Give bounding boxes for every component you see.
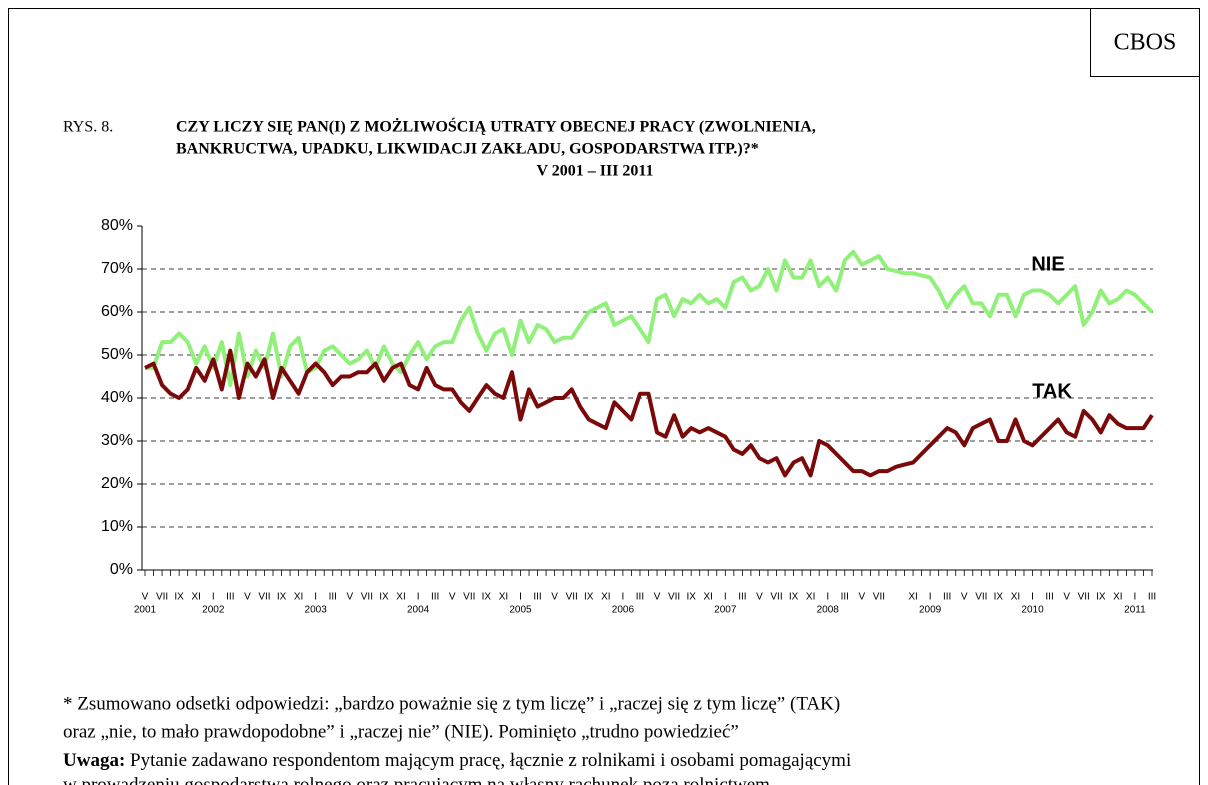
x-tick-label: XI (1113, 592, 1122, 603)
year-label: 2003 (305, 605, 328, 616)
x-tick-label: III (943, 592, 951, 603)
year-label: 2002 (202, 605, 225, 616)
x-tick-label: IX (482, 592, 492, 603)
x-tick-label: III (533, 592, 541, 603)
y-tick-label: 40% (101, 389, 133, 406)
x-tick-label: V (859, 592, 866, 603)
chart-subtitle: V 2001 – III 2011 (536, 163, 653, 180)
x-tick-label: VII (463, 592, 475, 603)
y-tick-label: 60% (101, 303, 133, 320)
y-tick-label: 80% (101, 217, 133, 234)
x-tick-label: V (654, 592, 661, 603)
x-tick-label: IX (789, 592, 799, 603)
x-tick-label: IX (1096, 592, 1106, 603)
x-tick-label: V (244, 592, 251, 603)
x-tick-label: V (756, 592, 763, 603)
x-tick-label: IX (277, 592, 287, 603)
note-label: Uwaga: (63, 750, 125, 771)
x-tick-label: XI (908, 592, 917, 603)
x-tick-label: V (551, 592, 558, 603)
x-tick-label: V (449, 592, 456, 603)
year-label: 2010 (1021, 605, 1044, 616)
year-label: 2001 (134, 605, 157, 616)
x-tick-label: VII (668, 592, 680, 603)
x-tick-label: XI (704, 592, 713, 603)
x-tick-label: VII (361, 592, 373, 603)
line-series (145, 249, 1154, 388)
footnote: oraz „nie, to mało prawdopodobne” i „rac… (63, 721, 739, 742)
x-tick-label: IX (174, 592, 184, 603)
y-tick-label: 50% (101, 346, 133, 363)
year-label: 2004 (407, 605, 430, 616)
chart-title: BANKRUCTWA, UPADKU, LIKWIDACJI ZAKŁADU, … (176, 141, 759, 158)
x-tick-label: VII (258, 592, 270, 603)
x-tick-label: III (226, 592, 234, 603)
x-tick-label: XI (396, 592, 405, 603)
year-label: 2006 (612, 605, 635, 616)
x-tick-label: V (1063, 592, 1070, 603)
x-tick-label: I (826, 592, 829, 603)
x-tick-label: XI (806, 592, 815, 603)
brand-box (1090, 8, 1200, 77)
y-tick-label: 0% (110, 561, 133, 578)
x-tick-label: I (519, 592, 522, 603)
x-tick-label: III (1148, 592, 1156, 603)
x-tick-label: VII (156, 592, 168, 603)
x-tick-label: VII (1078, 592, 1090, 603)
x-tick-label: III (738, 592, 746, 603)
x-tick-label: IX (379, 592, 389, 603)
x-tick-label: V (961, 592, 968, 603)
y-tick-label: 20% (101, 475, 133, 492)
x-tick-label: V (142, 592, 149, 603)
x-tick-label: XI (294, 592, 303, 603)
y-tick-label: 30% (101, 432, 133, 449)
x-tick-label: VII (975, 592, 987, 603)
x-tick-label: I (1031, 592, 1034, 603)
x-tick-label: VII (566, 592, 578, 603)
footnote: * Zsumowano odsetki odpowiedzi: „bardzo … (63, 693, 840, 714)
x-tick-label: I (417, 592, 420, 603)
year-label: 2005 (509, 605, 532, 616)
note-text: w prowadzeniu gospodarstwa rolnego oraz … (63, 774, 770, 785)
x-tick-label: III (1045, 592, 1053, 603)
x-tick-label: I (212, 592, 215, 603)
x-tick-label: IX (686, 592, 696, 603)
brand: CBOS (1114, 30, 1177, 56)
x-tick-label: VII (873, 592, 885, 603)
figure-label: RYS. 8. (63, 119, 113, 136)
x-tick-label: VII (770, 592, 782, 603)
year-label: 2009 (919, 605, 942, 616)
y-tick-label: 10% (101, 518, 133, 535)
year-label: 2011 (1124, 605, 1146, 616)
x-tick-label: IX (994, 592, 1004, 603)
chart-title: CZY LICZY SIĘ PAN(I) Z MOŻLIWOŚCIĄ UTRAT… (176, 117, 816, 136)
line-series (144, 348, 1154, 478)
note: Uwaga: Pytanie zadawano respondentom maj… (63, 750, 851, 771)
x-tick-label: III (431, 592, 439, 603)
series-label: NIE (1031, 253, 1064, 275)
x-tick-label: I (929, 592, 932, 603)
year-label: 2007 (714, 605, 737, 616)
x-tick-label: I (622, 592, 625, 603)
note-text: Pytanie zadawano respondentom mającym pr… (125, 750, 851, 771)
x-tick-label: XI (499, 592, 508, 603)
x-tick-label: XI (1011, 592, 1020, 603)
x-tick-label: I (1134, 592, 1137, 603)
x-tick-label: III (329, 592, 337, 603)
x-tick-label: XI (191, 592, 200, 603)
frame (8, 8, 1200, 785)
x-tick-label: V (346, 592, 353, 603)
x-tick-label: XI (601, 592, 610, 603)
x-tick-label: I (314, 592, 317, 603)
x-tick-label: I (724, 592, 727, 603)
x-tick-label: III (636, 592, 644, 603)
x-tick-label: IX (584, 592, 594, 603)
series-label: TAK (1032, 380, 1072, 402)
x-tick-label: III (841, 592, 849, 603)
y-tick-label: 70% (101, 260, 133, 277)
year-label: 2008 (817, 605, 840, 616)
